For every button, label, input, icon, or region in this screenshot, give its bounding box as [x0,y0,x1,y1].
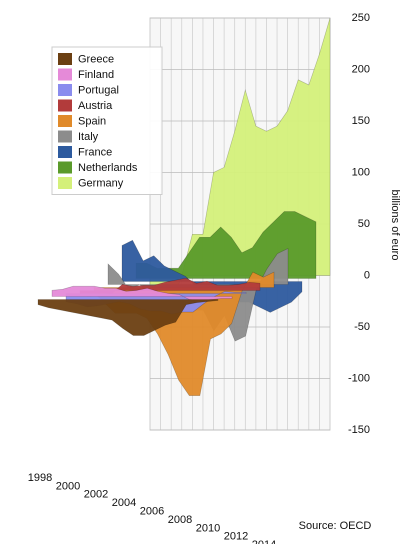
y-tick-label: -100 [348,372,370,384]
y-tick-label: 200 [352,63,370,75]
x-tick-label: 1998 [28,472,52,484]
legend-label: Finland [78,69,114,81]
y-tick-label: 0 [364,269,370,281]
legend-label: Austria [78,100,113,112]
legend-swatch [58,53,72,65]
legend-label: Netherlands [78,162,138,174]
area [37,299,219,336]
legend-swatch [58,68,72,81]
legend-swatch [58,115,72,127]
x-tick-label: 2006 [140,506,164,518]
y-tick-label: 150 [352,115,370,127]
x-tick-label: 2014 [252,539,276,544]
y-tick-label: -50 [354,321,370,333]
legend-label: Greece [78,53,114,65]
x-tick-label: 2012 [224,531,248,543]
legend-swatch [58,84,72,96]
legend-swatch [58,99,72,112]
legend-label: France [78,146,112,158]
legend-swatch [58,161,72,174]
y-axis-title: billions of euro [389,190,401,261]
x-tick-label: 2000 [56,480,80,492]
x-tick-label: 2002 [84,489,108,501]
y-tick-label: 50 [358,218,370,230]
y-tick-label: 100 [352,166,370,178]
x-tick-label: 2010 [196,522,220,534]
source-note: Source: OECD [299,520,372,532]
x-tick-label: 2008 [168,514,192,526]
y-tick-label: -150 [348,424,370,436]
y-tick-label: 250 [352,12,370,24]
area [51,285,233,301]
legend-label: Portugal [78,84,119,96]
legend-swatch [58,130,72,143]
legend-label: Germany [78,177,124,189]
legend-label: Italy [78,131,99,143]
legend-swatch [58,146,72,158]
legend-label: Spain [78,115,106,127]
x-tick-label: 2004 [112,497,136,509]
legend-swatch [58,177,72,189]
